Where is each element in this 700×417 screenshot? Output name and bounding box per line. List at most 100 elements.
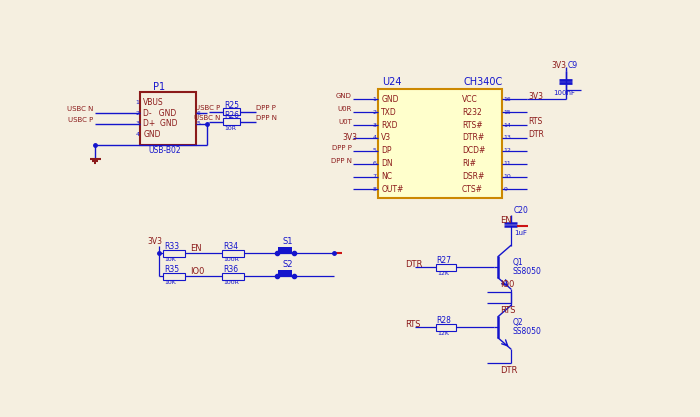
Text: USB-B02: USB-B02 <box>148 146 181 155</box>
Text: 2: 2 <box>135 111 139 116</box>
Text: 3: 3 <box>135 121 139 126</box>
Text: 1: 1 <box>372 97 377 102</box>
Text: GND: GND <box>382 95 399 104</box>
FancyBboxPatch shape <box>223 108 240 115</box>
Text: IO0: IO0 <box>190 267 205 276</box>
Text: RTS#: RTS# <box>462 121 482 130</box>
Text: V3: V3 <box>382 133 391 143</box>
FancyBboxPatch shape <box>223 250 244 257</box>
Text: 12K: 12K <box>437 331 449 336</box>
Text: NC: NC <box>382 172 392 181</box>
Text: P1: P1 <box>153 82 164 92</box>
Text: DPP N: DPP N <box>256 115 277 121</box>
Text: DPP P: DPP P <box>256 105 276 111</box>
Text: RI#: RI# <box>462 159 476 168</box>
FancyBboxPatch shape <box>436 324 456 331</box>
Text: DP: DP <box>382 146 392 155</box>
Text: SS8050: SS8050 <box>512 327 541 336</box>
Text: U0T: U0T <box>338 119 352 125</box>
Text: 10K: 10K <box>164 257 176 262</box>
Text: 100R: 100R <box>223 281 239 286</box>
Text: Q1: Q1 <box>512 258 523 267</box>
Text: USBC N: USBC N <box>194 115 220 121</box>
Text: R232: R232 <box>462 108 482 117</box>
Text: C20: C20 <box>514 206 528 216</box>
Text: 8: 8 <box>372 187 377 192</box>
Text: USBC P: USBC P <box>195 105 220 111</box>
Text: 4: 4 <box>135 132 139 137</box>
Text: U24: U24 <box>382 78 402 88</box>
Text: 13: 13 <box>504 136 512 141</box>
Text: SS8050: SS8050 <box>512 266 541 276</box>
Text: 7: 7 <box>372 174 377 179</box>
FancyBboxPatch shape <box>436 264 456 271</box>
Text: 2: 2 <box>372 110 377 115</box>
Text: VBUS: VBUS <box>144 98 164 107</box>
FancyBboxPatch shape <box>140 93 196 145</box>
Text: DTR: DTR <box>528 131 545 139</box>
Text: 4: 4 <box>372 136 377 141</box>
Text: 5: 5 <box>372 148 377 153</box>
Text: R26: R26 <box>224 111 239 120</box>
Text: USBC P: USBC P <box>69 117 94 123</box>
Text: R28: R28 <box>436 316 451 325</box>
Text: U0R: U0R <box>337 106 352 112</box>
Text: 12K: 12K <box>437 271 449 276</box>
Text: R25: R25 <box>224 100 239 110</box>
FancyBboxPatch shape <box>163 250 185 257</box>
Text: D-   GND: D- GND <box>144 109 176 118</box>
Text: 15: 15 <box>504 110 512 115</box>
Text: GND: GND <box>336 93 352 99</box>
Text: 5: 5 <box>197 121 201 126</box>
Text: USBC N: USBC N <box>67 106 94 112</box>
Text: DTR: DTR <box>405 260 423 269</box>
Text: D+  GND: D+ GND <box>144 119 178 128</box>
Text: VCC: VCC <box>462 95 477 104</box>
Text: 1: 1 <box>136 100 139 105</box>
FancyBboxPatch shape <box>378 88 502 198</box>
Text: DSR#: DSR# <box>462 172 484 181</box>
Text: DN: DN <box>382 159 393 168</box>
Text: IO0: IO0 <box>500 280 514 289</box>
Text: 10: 10 <box>504 174 512 179</box>
Text: 6: 6 <box>372 161 377 166</box>
Text: 11: 11 <box>504 161 512 166</box>
Text: 100R: 100R <box>223 257 239 262</box>
Text: DCD#: DCD# <box>462 146 485 155</box>
Text: R33: R33 <box>164 242 179 251</box>
Text: RTS: RTS <box>528 118 542 126</box>
FancyBboxPatch shape <box>163 273 185 280</box>
Text: R34: R34 <box>223 242 238 251</box>
Text: 10R: 10R <box>224 126 236 131</box>
Text: DPP N: DPP N <box>331 158 352 163</box>
Text: C9: C9 <box>568 61 578 70</box>
Text: DPP P: DPP P <box>332 145 352 151</box>
Text: 100nF: 100nF <box>553 90 575 96</box>
Text: DTR#: DTR# <box>462 133 484 143</box>
Text: R36: R36 <box>223 265 238 274</box>
Text: OUT#: OUT# <box>382 185 404 194</box>
Text: 3V3: 3V3 <box>342 133 358 143</box>
Text: 6: 6 <box>197 111 201 116</box>
Text: 14: 14 <box>504 123 512 128</box>
Text: EN: EN <box>190 244 202 253</box>
Text: 12: 12 <box>504 148 512 153</box>
Text: RTS: RTS <box>405 320 421 329</box>
FancyBboxPatch shape <box>223 273 244 280</box>
Text: CH340C: CH340C <box>463 78 503 88</box>
Text: 3: 3 <box>372 123 377 128</box>
Bar <box>278 247 292 253</box>
Text: 3V3: 3V3 <box>552 61 567 70</box>
Text: R35: R35 <box>164 265 179 274</box>
Text: R27: R27 <box>436 256 452 265</box>
Text: 10K: 10K <box>164 281 176 286</box>
Text: 9: 9 <box>504 187 508 192</box>
Text: RXD: RXD <box>382 121 398 130</box>
Text: S2: S2 <box>283 260 293 269</box>
Text: RTS: RTS <box>500 306 515 315</box>
Text: EN: EN <box>500 216 512 225</box>
Text: Q2: Q2 <box>512 318 523 327</box>
Text: 3V3: 3V3 <box>528 92 543 101</box>
Text: 1uF: 1uF <box>514 229 526 236</box>
Text: CTS#: CTS# <box>462 185 483 194</box>
